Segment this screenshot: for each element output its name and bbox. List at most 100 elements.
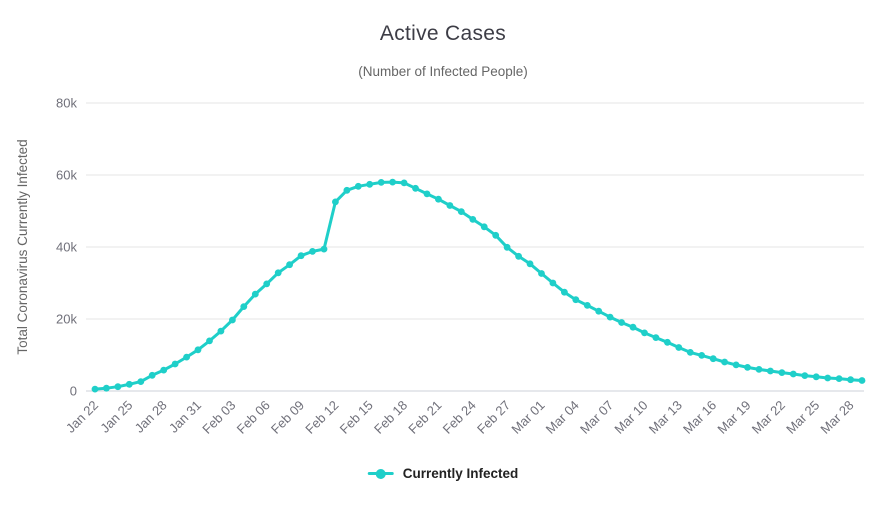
data-point[interactable] [297,252,305,260]
legend-dot-swatch [375,468,386,479]
x-tick-label: Jan 28 [132,398,170,436]
data-point[interactable] [183,353,191,361]
data-point[interactable] [446,202,454,209]
data-point[interactable] [686,349,694,356]
data-point[interactable] [801,372,809,379]
chart-subtitle: (Number of Infected People) [358,64,528,79]
data-point[interactable] [457,208,465,216]
data-point[interactable] [583,302,591,309]
x-tick-label: Feb 09 [268,398,307,437]
data-point[interactable] [171,360,179,368]
data-point[interactable] [286,261,293,269]
data-point[interactable] [343,186,351,194]
x-tick-label: Mar 28 [817,398,856,437]
data-point[interactable] [148,371,156,379]
data-point[interactable] [664,338,671,346]
y-axis-title: Total Coronavirus Currently Infected [15,139,30,354]
data-point[interactable] [847,376,854,384]
data-point[interactable] [137,378,145,385]
data-point[interactable] [721,358,728,366]
data-point[interactable] [835,375,843,382]
data-point[interactable] [744,364,751,371]
x-tick-label: Mar 04 [543,398,582,437]
data-point[interactable] [549,279,557,287]
data-point[interactable] [812,373,820,381]
y-tick-label: 0 [70,384,77,399]
x-tick-label: Feb 03 [199,398,238,437]
data-point[interactable] [435,195,442,203]
data-point[interactable] [309,248,316,255]
data-point[interactable] [354,182,362,190]
x-tick-label: Mar 16 [680,398,719,437]
data-point[interactable] [641,329,648,337]
data-point[interactable] [114,383,122,391]
x-tick-label: Feb 12 [302,398,341,437]
x-tick-label: Feb 18 [371,398,410,437]
data-point[interactable] [561,288,568,296]
data-point[interactable] [767,367,774,375]
data-point[interactable] [572,296,580,304]
data-point[interactable] [778,369,786,376]
data-point[interactable] [492,231,500,239]
data-point[interactable] [732,361,740,369]
data-point[interactable] [240,303,248,310]
data-point[interactable] [320,245,328,253]
data-point[interactable] [366,180,374,188]
data-point[interactable] [412,184,419,192]
x-tick-label: Mar 25 [783,398,822,437]
grid-layer [86,102,864,392]
data-point[interactable] [389,178,396,186]
data-point[interactable] [515,252,522,260]
data-point[interactable] [538,270,545,277]
data-point[interactable] [675,344,683,351]
data-point[interactable] [824,374,832,382]
data-point[interactable] [423,190,431,198]
data-point[interactable] [618,319,625,326]
x-tick-label: Feb 06 [234,398,273,437]
data-point[interactable] [858,377,866,384]
data-point[interactable] [526,260,534,268]
data-point[interactable] [206,337,213,345]
data-point[interactable] [755,366,763,373]
data-point[interactable] [274,269,282,277]
data-point[interactable] [377,179,385,186]
legend-label: Currently Infected [402,466,519,481]
data-point[interactable] [332,198,339,206]
series-line[interactable] [93,180,864,391]
data-point[interactable] [103,384,110,392]
data-point[interactable] [194,346,202,354]
data-point[interactable] [595,307,603,315]
series-marker-icon [367,468,394,479]
x-tick-label: Feb 21 [405,398,444,437]
series-currently-infected[interactable] [91,178,866,393]
data-point[interactable] [709,355,717,363]
data-point[interactable] [629,323,637,331]
data-point[interactable] [789,370,797,378]
x-tick-label: Mar 19 [714,398,753,437]
data-point[interactable] [91,385,99,393]
x-tick-label: Mar 10 [611,398,650,437]
data-point[interactable] [160,366,168,374]
legend-item-currently-infected[interactable]: Currently Infected [367,466,519,481]
data-point[interactable] [400,179,408,187]
data-point[interactable] [229,316,236,324]
data-point[interactable] [480,223,488,231]
data-point[interactable] [606,313,614,321]
data-point[interactable] [217,327,225,335]
data-point[interactable] [503,243,511,251]
data-point[interactable] [251,290,259,298]
data-point[interactable] [263,280,271,288]
x-tick-label: Mar 01 [508,398,547,437]
x-tick-label: Feb 24 [440,398,479,437]
y-tick-label: 80k [56,96,77,111]
data-point[interactable] [652,334,660,341]
x-tick-label: Mar 22 [749,398,788,437]
data-point[interactable] [125,380,133,388]
data-point[interactable] [698,352,706,359]
x-tick-label: Feb 15 [337,398,376,437]
x-tick-label: Jan 22 [63,398,101,436]
data-point[interactable] [469,216,477,223]
